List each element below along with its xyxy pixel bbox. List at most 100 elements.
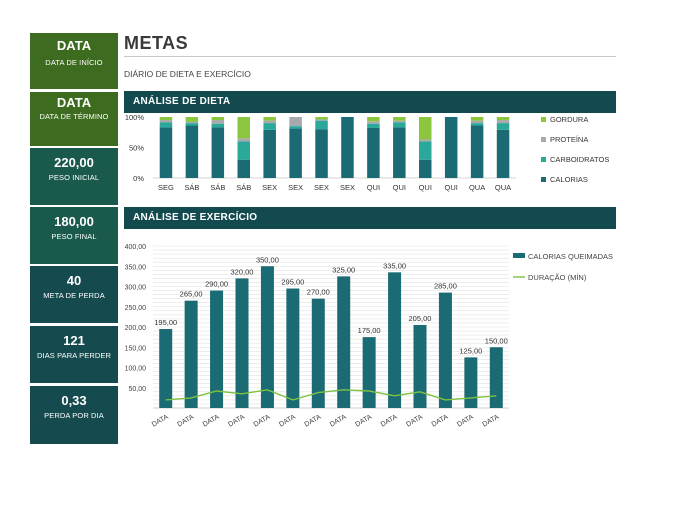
bar-segment [237, 141, 250, 160]
bar [388, 272, 402, 408]
x-tick-label: DATA [482, 414, 501, 429]
end-date-card: DATA DATA DE TÉRMINO [30, 92, 118, 146]
page-title: METAS [124, 33, 189, 53]
bar-segment [444, 117, 458, 178]
y-tick-label: 0% [133, 174, 144, 183]
bar-segment [159, 117, 173, 121]
bar-segment [211, 127, 225, 178]
bar [184, 300, 198, 408]
start-date-value: DATA [56, 38, 92, 53]
x-tick-label: DATA [380, 414, 399, 429]
final-weight-card: 180,00 PESO FINAL [30, 207, 118, 264]
bar-segment [159, 122, 173, 128]
bar-segment [367, 123, 380, 128]
y-tick-label: 250,00 [125, 305, 147, 312]
x-tick-label: DATA [329, 414, 348, 429]
bar [235, 278, 249, 408]
bar-segment [289, 128, 302, 178]
start-date-label: DATA DE INÍCIO [45, 58, 103, 67]
diet-analysis-header: ANÁLISE DE DIETA [124, 91, 616, 113]
x-tick-label: QUA [495, 183, 511, 192]
x-tick-label: SÁB [236, 183, 251, 192]
start-date-card: DATA DATA DE INÍCIO [30, 33, 118, 89]
x-tick-label: SÁB [184, 183, 199, 192]
y-tick-label: 100% [125, 113, 145, 122]
x-tick-label: QUI [393, 183, 406, 192]
x-tick-label: SÁB [210, 183, 225, 192]
initial-weight-value: 220,00 [54, 155, 94, 170]
bar-segment [237, 138, 250, 142]
days-to-lose-value: 121 [63, 333, 85, 348]
loss-goal-card: 40 META DE PERDA [30, 266, 118, 323]
x-tick-label: DATA [456, 414, 475, 429]
title-divider [124, 56, 616, 57]
x-tick-label: QUI [367, 183, 380, 192]
bar-segment [419, 159, 432, 178]
bar-segment [315, 119, 328, 121]
x-tick-label: DATA [278, 414, 297, 429]
bar-segment [470, 123, 484, 126]
bar-segment [470, 117, 484, 121]
bar [438, 292, 452, 408]
bar-segment [315, 117, 328, 120]
data-label: 150,00 [485, 336, 508, 345]
x-tick-label: SEX [262, 183, 277, 192]
bar-segment [185, 123, 199, 126]
bar-segment [341, 117, 354, 178]
bar-segment [185, 121, 199, 124]
bar-segment [496, 129, 510, 178]
bar-segment [159, 127, 173, 178]
data-label: 325,00 [332, 265, 355, 274]
loss-per-day-value: 0,33 [61, 393, 87, 408]
legend-label: CALORIAS QUEIMADAS [528, 252, 613, 261]
bar-segment [211, 117, 225, 121]
data-label: 265,00 [180, 290, 203, 299]
bar [286, 288, 300, 408]
initial-weight-label: PESO INICIAL [48, 173, 100, 182]
x-tick-label: QUI [419, 183, 432, 192]
bar-segment [237, 117, 250, 139]
x-tick-label: SEX [314, 183, 329, 192]
bar [413, 324, 427, 408]
legend-swatch [541, 137, 546, 142]
bar [489, 347, 503, 408]
days-to-lose-card: 121 DIAS PARA PERDER [30, 326, 118, 383]
legend-label: DURAÇÃO (MÍN) [528, 273, 587, 282]
x-tick-label: DATA [253, 414, 272, 429]
exercise-analysis-chart: 50,00 100,00 150,00 200,00 250,00 300,00 350,0… [125, 244, 613, 429]
bar-segment [393, 120, 406, 123]
y-tick-label: 150,00 [125, 345, 147, 352]
data-label: 270,00 [307, 288, 330, 297]
bar-segment [289, 117, 302, 127]
y-tick-label: 50% [129, 144, 144, 153]
data-label: 205,00 [409, 314, 432, 323]
data-label: 125,00 [459, 346, 482, 355]
diet-analysis-chart: 0% 50% 100% SEG SÁB SÁB SÁB SEX SEX SEX SEX QUI QUI Q… [125, 113, 610, 192]
exercise-analysis-header: ANÁLISE DE EXERCÍCIO [124, 207, 616, 229]
legend-label: CALORIAS [550, 175, 588, 184]
days-to-lose-label: DIAS PARA PERDER [37, 351, 111, 360]
bar-segment [419, 139, 432, 142]
loss-goal-value: 40 [66, 273, 82, 288]
loss-per-day-label: PERDA POR DIA [44, 411, 104, 420]
data-label: 335,00 [383, 261, 406, 270]
bar-segment [393, 127, 406, 178]
bar-segment [315, 129, 328, 178]
duration-line [165, 389, 497, 401]
end-date-label: DATA DE TÉRMINO [39, 112, 109, 121]
data-label: 320,00 [231, 267, 254, 276]
bar-segment [393, 122, 406, 128]
data-label: 175,00 [358, 326, 381, 335]
y-tick-label: 350,00 [125, 264, 147, 271]
legend-label: GORDURA [550, 115, 588, 124]
legend-swatch [541, 177, 546, 182]
bar-segment [367, 121, 380, 124]
y-tick-label: 200,00 [125, 325, 147, 332]
y-tick-label: 50,00 [128, 386, 146, 393]
x-tick-label: DATA [304, 414, 323, 429]
bar-segment [367, 127, 380, 178]
y-tick-label: 400,00 [125, 244, 147, 251]
y-tick-label: 300,00 [125, 285, 147, 292]
x-tick-label: DATA [151, 414, 170, 429]
bar-segment [185, 117, 199, 122]
